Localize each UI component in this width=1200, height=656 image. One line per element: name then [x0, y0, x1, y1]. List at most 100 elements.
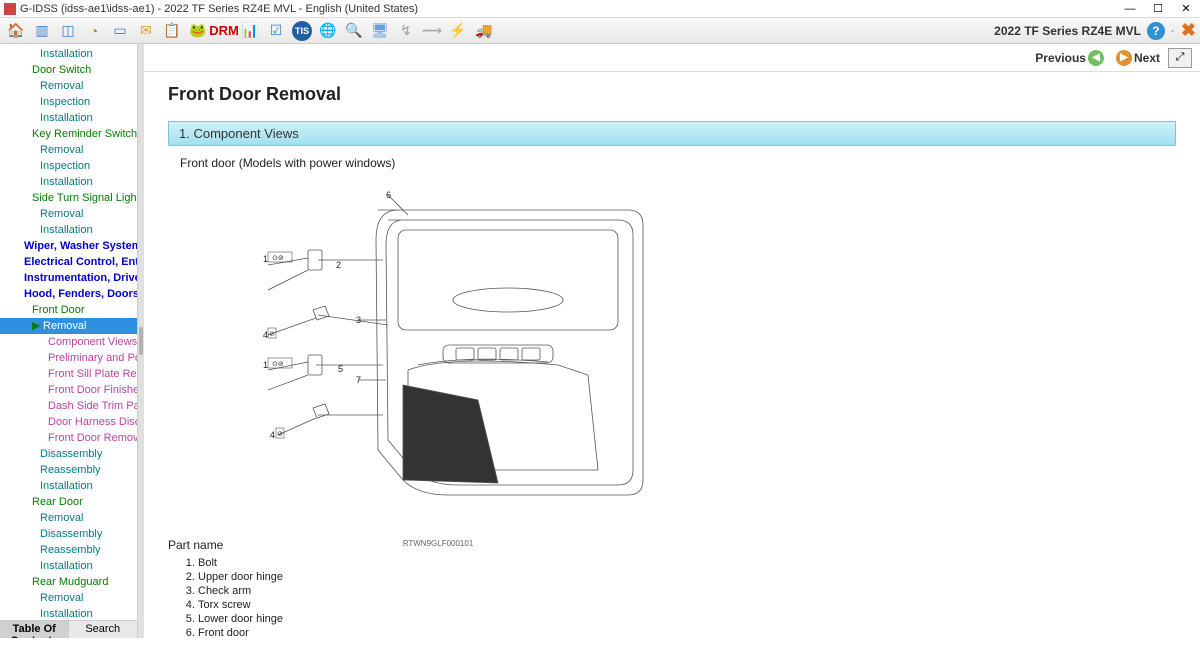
tree-item[interactable]: Installation	[0, 174, 137, 190]
tree-item[interactable]: Front Door Removal	[0, 430, 137, 446]
tree-item[interactable]: Removal	[0, 206, 137, 222]
tree-item[interactable]: Key Reminder Switch	[0, 126, 137, 142]
note-icon[interactable]: 📋	[160, 20, 184, 42]
bolt-icon[interactable]: ⚡	[446, 20, 470, 42]
svg-text:4: 4	[270, 430, 275, 440]
tree-item[interactable]: Reassembly	[0, 542, 137, 558]
svg-text:⊙⊘: ⊙⊘	[272, 255, 284, 262]
svg-text:⊙⊘: ⊙⊘	[272, 361, 284, 368]
sidebar: InstallationDoor SwitchRemovalInspection…	[0, 44, 138, 638]
main-toolbar: 🏠 ▥ ◫ ◔ ▭ ✉ 📋 🐸 DRM 📊 ☑ TIS 🌐 🔍 🖥 ↯ ⟿ ⚡ …	[0, 18, 1200, 44]
tab-search[interactable]: Search	[69, 621, 138, 638]
tree-item[interactable]: Disassembly	[0, 526, 137, 542]
next-button[interactable]: ▶ Next	[1112, 48, 1164, 68]
tree-item[interactable]: Rear Mudguard	[0, 574, 137, 590]
tree-item[interactable]: Electrical Control, Enterta	[0, 254, 137, 270]
toolbar-right: 2022 TF Series RZ4E MVL ? · ✖	[994, 20, 1196, 41]
close-btn[interactable]: ✕	[1176, 2, 1196, 16]
tree-item[interactable]: Dash Side Trim Pad I	[0, 398, 137, 414]
tis-icon[interactable]: TIS	[290, 20, 314, 42]
tree-item[interactable]: Removal	[0, 78, 137, 94]
drm-label[interactable]: DRM	[212, 20, 236, 42]
tree-item[interactable]: Installation	[0, 478, 137, 494]
link-icon-2[interactable]: ⟿	[420, 20, 444, 42]
mail-icon[interactable]: ✉	[134, 20, 158, 42]
svg-text:⊘: ⊘	[277, 431, 283, 438]
home-icon[interactable]: 🏠	[4, 20, 28, 42]
svg-text:2: 2	[336, 260, 341, 270]
window-controls: — ☐ ✕	[1120, 2, 1196, 16]
tree-item[interactable]: Inspection	[0, 158, 137, 174]
maximize-btn[interactable]: ☐	[1148, 2, 1168, 16]
tree-item[interactable]: Door Harness Discor	[0, 414, 137, 430]
tree-item[interactable]: Installation	[0, 558, 137, 574]
divider: ·	[1171, 24, 1175, 38]
content-nav: Previous ◀ ▶ Next ⤢	[144, 44, 1200, 72]
diagram: 6 1⊙⊘ 2 3 1⊙⊘ 4⊘ 5 4⊘ 7 RTWN9GLF000101	[208, 190, 668, 530]
tree-item[interactable]: Installation	[0, 110, 137, 126]
tree-item[interactable]: Installation	[0, 46, 137, 62]
part-item: Torx screw	[198, 598, 1176, 612]
tree-item[interactable]: Door Switch	[0, 62, 137, 78]
svg-text:3: 3	[356, 315, 361, 325]
section-header: 1. Component Views	[168, 121, 1176, 146]
sidebar-tabs: Table Of Contents Search	[0, 620, 137, 638]
tree-item[interactable]: Component Views	[0, 334, 137, 350]
svg-text:6: 6	[386, 190, 391, 200]
tab-toc[interactable]: Table Of Contents	[0, 621, 69, 638]
expand-button[interactable]: ⤢	[1168, 48, 1192, 68]
tree-item[interactable]: ▶ Removal	[0, 318, 137, 334]
tool-icon-1[interactable]: ▥	[30, 20, 54, 42]
checklist-icon[interactable]: ☑	[264, 20, 288, 42]
tree-item[interactable]: Instrumentation, Driver Inf	[0, 270, 137, 286]
truck-icon[interactable]: 🚚	[472, 20, 496, 42]
tree-item[interactable]: Hood, Fenders, Doors	[0, 286, 137, 302]
link-icon-1[interactable]: ↯	[394, 20, 418, 42]
minimize-btn[interactable]: —	[1120, 2, 1140, 16]
svg-text:4: 4	[263, 330, 268, 340]
tree-item[interactable]: Removal	[0, 510, 137, 526]
part-item: Front door	[198, 626, 1176, 638]
tree-item[interactable]: Installation	[0, 222, 137, 238]
part-item: Bolt	[198, 556, 1176, 570]
vehicle-label: 2022 TF Series RZ4E MVL	[994, 24, 1141, 38]
tree-view: InstallationDoor SwitchRemovalInspection…	[0, 44, 137, 638]
parts-list: BoltUpper door hingeCheck armTorx screwL…	[198, 556, 1176, 638]
tree-item[interactable]: Inspection	[0, 94, 137, 110]
content-area: Previous ◀ ▶ Next ⤢ Front Door Removal 1…	[144, 44, 1200, 638]
tree-item[interactable]: Removal	[0, 142, 137, 158]
tree-item[interactable]: Front Door	[0, 302, 137, 318]
tree-item[interactable]: Wiper, Washer Systems	[0, 238, 137, 254]
tree-item[interactable]: Removal	[0, 590, 137, 606]
battery-icon[interactable]: ▭	[108, 20, 132, 42]
diagram-ref: RTWN9GLF000101	[208, 539, 668, 548]
tree-item[interactable]: Disassembly	[0, 446, 137, 462]
close-app-icon[interactable]: ✖	[1181, 20, 1196, 41]
prev-button[interactable]: Previous ◀	[1031, 48, 1108, 68]
tree-item[interactable]: Front Door Finisher F	[0, 382, 137, 398]
svg-text:1: 1	[263, 254, 268, 264]
frog-icon[interactable]: 🐸	[186, 20, 210, 42]
help-icon[interactable]: ?	[1147, 22, 1165, 40]
chart-icon[interactable]: 📊	[238, 20, 262, 42]
globe-icon[interactable]: 🌐	[316, 20, 340, 42]
part-item: Upper door hinge	[198, 570, 1176, 584]
svg-text:⊘: ⊘	[269, 331, 275, 338]
svg-text:7: 7	[356, 375, 361, 385]
tree-item[interactable]: Preliminary and Post	[0, 350, 137, 366]
doc-title: Front Door Removal	[168, 84, 1176, 105]
tree-item[interactable]: Side Turn Signal Light (D	[0, 190, 137, 206]
tool-icon-2[interactable]: ◫	[56, 20, 80, 42]
tree-item[interactable]: Reassembly	[0, 462, 137, 478]
search-icon[interactable]: 🔍	[342, 20, 366, 42]
main-layout: InstallationDoor SwitchRemovalInspection…	[0, 44, 1200, 638]
monitor-icon[interactable]: 🖥	[368, 20, 392, 42]
tree-item[interactable]: Front Sill Plate Remo	[0, 366, 137, 382]
dashboard-icon[interactable]: ◔	[82, 20, 106, 42]
part-item: Lower door hinge	[198, 612, 1176, 626]
next-icon: ▶	[1116, 50, 1132, 66]
document-body: Front Door Removal 1. Component Views Fr…	[144, 72, 1200, 638]
part-item: Check arm	[198, 584, 1176, 598]
app-icon	[4, 3, 16, 15]
tree-item[interactable]: Rear Door	[0, 494, 137, 510]
